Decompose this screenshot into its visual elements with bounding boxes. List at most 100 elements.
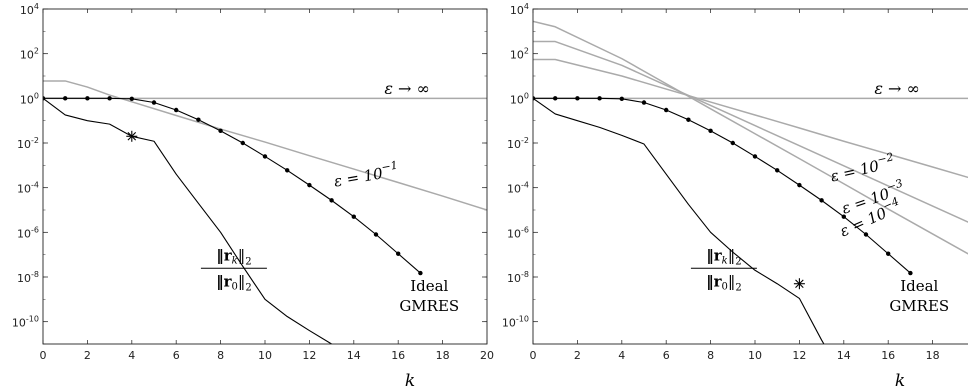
x-tick-label: 18 [436, 349, 450, 362]
y-tick-label: 104 [510, 2, 529, 17]
y-tick-label: 100 [20, 91, 39, 106]
series-point-ideal-gmres [841, 214, 846, 219]
series-point-ideal-gmres [174, 107, 179, 113]
series-point-ideal-gmres [43, 96, 46, 101]
series-point-ideal-gmres [62, 96, 68, 101]
y-tick-label: 10-6 [507, 225, 529, 240]
x-tick-label: 12 [792, 349, 806, 362]
series-point-ideal-gmres [553, 96, 558, 101]
series-point-ideal-gmres [418, 270, 423, 276]
x-axis-label: k [405, 371, 415, 391]
y-tick-label: 10-2 [17, 136, 39, 151]
ideal-gmres-line: GMRES [889, 297, 949, 315]
y-tick-label: 10-2 [507, 136, 529, 151]
annotation-residual-ratio: ‖rk‖2 ‖r0‖2 [690, 246, 757, 293]
series-group [43, 80, 487, 344]
y-tick-label: 10-10 [502, 315, 529, 330]
series-point-ideal-gmres [107, 96, 112, 101]
asterisk-marker [126, 130, 138, 142]
ideal-gmres-line: Ideal [900, 277, 938, 295]
series-point-ideal-gmres [886, 251, 891, 256]
y-tick-label: 102 [510, 47, 529, 62]
series-point-ideal-gmres [819, 198, 824, 203]
x-tick-label: 12 [302, 349, 316, 362]
y-tick-label: 10-4 [507, 181, 529, 196]
series-line-residual [533, 97, 825, 344]
axes-frame [42, 8, 488, 345]
annotation-eps-1e-1: ε = 10−1 [332, 159, 400, 191]
ratio-numerator: ‖rk‖2 [706, 246, 741, 267]
axes-frame [532, 8, 968, 345]
series-point-ideal-gmres [533, 96, 536, 101]
series-group [533, 20, 968, 344]
x-tick-label: 18 [926, 349, 940, 362]
ratio-denominator: ‖r0‖2 [216, 272, 252, 293]
x-tick-label: 20 [480, 349, 494, 362]
y-tick-label: 104 [20, 2, 39, 17]
y-tick-label: 10-4 [17, 181, 39, 196]
annotation-eps-inf: ε → ∞ [874, 79, 920, 98]
series-point-ideal-gmres [285, 168, 290, 173]
series-point-ideal-gmres [218, 128, 223, 134]
series-point-ideal-gmres [730, 140, 735, 146]
series-point-ideal-gmres [307, 182, 312, 188]
x-tick-label: 4 [618, 349, 625, 362]
series-line-eps-1e-3 [533, 40, 968, 223]
x-tick-label: 14 [837, 349, 851, 362]
annotation-eps-1e-2: ε = 10−2 [828, 150, 897, 185]
annotation-ideal-gmres: Ideal GMRES [889, 277, 949, 315]
x-tick-label: 0 [530, 349, 537, 362]
series-point-ideal-gmres [240, 140, 245, 146]
x-tick-label: 0 [40, 349, 47, 362]
y-tick-label: 10-10 [12, 315, 39, 330]
series-point-ideal-gmres [863, 232, 869, 237]
series-point-ideal-gmres [151, 100, 157, 105]
series-point-ideal-gmres [351, 214, 356, 219]
x-tick-label: 10 [748, 349, 762, 362]
x-tick-label: 8 [217, 349, 224, 362]
series-point-ideal-gmres [196, 117, 201, 122]
series-point-ideal-gmres [641, 100, 647, 105]
ideal-gmres-line: GMRES [399, 297, 459, 315]
x-axis-label: k [895, 371, 905, 391]
ideal-gmres-line: Ideal [410, 277, 448, 295]
x-tick-label: 2 [84, 349, 91, 362]
chart-panel-left: 0 2 4 6 8 10 12 14 16 18 20 104 102 100 10-2 10-4 10-6 10… [12, 2, 494, 391]
series-point-ideal-gmres [619, 96, 624, 102]
series-line-ideal-gmres [533, 97, 911, 274]
x-tick-label: 8 [707, 349, 714, 362]
annotation-ideal-gmres: Ideal GMRES [399, 277, 459, 315]
series-point-ideal-gmres [775, 168, 780, 173]
series-point-ideal-gmres [686, 117, 691, 122]
series-point-ideal-gmres [262, 154, 268, 159]
series-point-ideal-gmres [597, 96, 602, 101]
series-point-ideal-gmres [396, 251, 401, 256]
series-point-ideal-gmres [373, 232, 379, 237]
series-line-ideal-gmres [43, 97, 421, 274]
x-tick-label: 4 [128, 349, 135, 362]
series-line-residual [43, 97, 333, 344]
y-tick-label: 10-6 [17, 225, 39, 240]
series-point-ideal-gmres [752, 154, 758, 159]
series-line-eps-1e-2 [533, 58, 968, 179]
series-point-ideal-gmres [575, 96, 580, 101]
y-tick-label: 10-8 [507, 270, 529, 285]
series-point-ideal-gmres [129, 96, 134, 102]
series-line-eps-1e-4 [533, 20, 968, 255]
x-tick-label: 6 [663, 349, 670, 362]
ratio-numerator: ‖rk‖2 [216, 246, 251, 267]
asterisk-marker [793, 278, 805, 290]
series-point-ideal-gmres [708, 128, 713, 134]
series-point-ideal-gmres [797, 182, 802, 188]
y-tick-label: 10-8 [17, 270, 39, 285]
x-tick-label: 14 [347, 349, 361, 362]
y-tick-label: 102 [20, 47, 39, 62]
ratio-denominator: ‖r0‖2 [706, 272, 742, 293]
x-tick-label: 16 [391, 349, 405, 362]
series-point-ideal-gmres [908, 270, 913, 276]
series-point-ideal-gmres [85, 96, 90, 101]
y-tick-label: 100 [510, 91, 529, 106]
series-point-ideal-gmres [329, 198, 334, 203]
chart-panel-right: 0246810121416182010410210010-210-410-610… [502, 2, 968, 391]
